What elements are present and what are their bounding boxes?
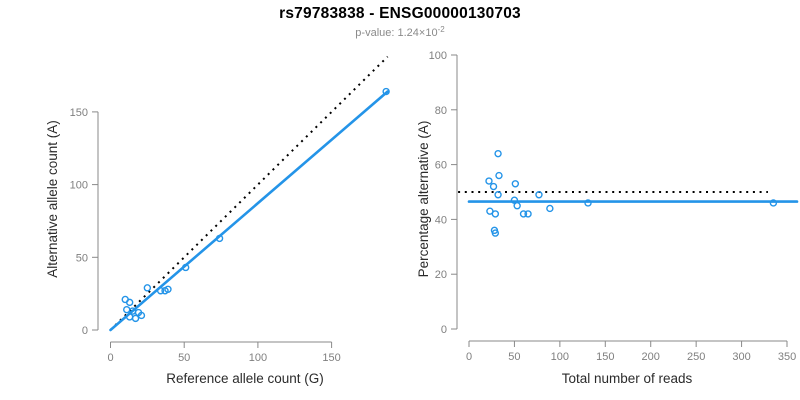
- allele-counts-panel: 0 50 100 150 0 50 100 150: [70, 55, 390, 364]
- y-tick-label: 40: [435, 214, 447, 226]
- pvalue-exponent: -2: [437, 25, 445, 34]
- data-point: [489, 182, 498, 191]
- data-point: [131, 314, 140, 323]
- x-tick-label: 250: [687, 351, 705, 363]
- y-tick-label: 0: [441, 324, 447, 336]
- data-point: [524, 210, 532, 218]
- data-point: [769, 199, 778, 207]
- percentage-vs-reads-panel: 0 50 100 150 200 250 300 350 0 20 40 60 80 100: [429, 50, 799, 363]
- data-point: [123, 305, 131, 314]
- data-point: [125, 298, 134, 307]
- data-point: [382, 87, 390, 96]
- left-xaxis-title: Reference allele count (G): [166, 371, 324, 386]
- data-point: [485, 177, 493, 185]
- fit-line: [109, 90, 389, 332]
- data-point: [535, 191, 543, 199]
- x-tick-label: 350: [778, 351, 796, 363]
- x-tick-label: 0: [466, 351, 472, 363]
- pvalue-text: p-value: 1.24×10: [355, 27, 438, 39]
- left-yaxis-title: Alternative allele count (A): [45, 120, 60, 278]
- data-point: [511, 180, 520, 188]
- data-point: [156, 287, 165, 295]
- pvalue-subtitle: p-value: 1.24×10-2: [0, 25, 800, 39]
- y-tick-label: 60: [435, 160, 447, 172]
- y-tick-label: 50: [76, 252, 88, 264]
- y-tick-label: 0: [82, 325, 88, 337]
- data-point: [494, 149, 502, 158]
- y-tick-label: 20: [435, 269, 447, 281]
- data-point: [495, 171, 503, 180]
- data-point: [546, 204, 554, 213]
- data-point: [494, 191, 502, 199]
- x-tick-label: 50: [508, 351, 520, 363]
- data-point: [164, 285, 172, 293]
- data-point: [143, 284, 152, 292]
- x-tick-label: 0: [107, 352, 113, 364]
- data-point: [181, 263, 190, 272]
- y-tick-label: 150: [70, 107, 88, 119]
- data-point: [513, 201, 521, 210]
- data-point: [491, 210, 500, 218]
- right-xaxis-title: Total number of reads: [562, 371, 693, 386]
- right-yaxis-title: Percentage alternative (A): [416, 121, 431, 278]
- x-tick-label: 200: [642, 351, 660, 363]
- y-tick-label: 100: [70, 180, 88, 192]
- x-tick-label: 100: [249, 352, 267, 364]
- data-point: [519, 210, 528, 218]
- x-tick-label: 100: [551, 351, 569, 363]
- data-point: [137, 311, 146, 320]
- x-tick-label: 150: [322, 352, 340, 364]
- figure-title: rs79783838 - ENSG00000130703: [279, 5, 521, 22]
- y-tick-label: 100: [429, 50, 447, 62]
- y-tick-label: 80: [435, 105, 447, 117]
- data-point: [491, 229, 500, 237]
- identity-line: [109, 55, 389, 331]
- x-tick-label: 50: [178, 352, 190, 364]
- x-tick-label: 150: [596, 351, 614, 363]
- data-point: [215, 234, 224, 243]
- x-tick-label: 300: [732, 351, 750, 363]
- data-point: [584, 199, 592, 207]
